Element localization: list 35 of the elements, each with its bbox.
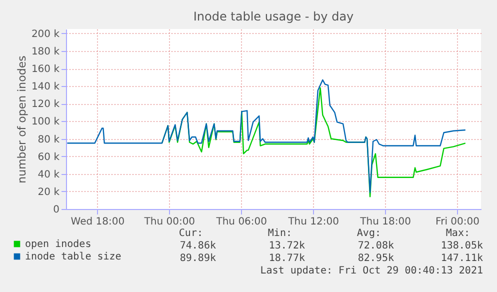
y-tick-label: 140 k	[31, 82, 60, 93]
y-tick-label: 80 k	[38, 134, 60, 146]
chart-title: Inode table usage - by day	[193, 9, 354, 24]
text: 13.72k	[268, 240, 305, 252]
text: 72.08k	[358, 240, 394, 252]
y-tick-label: 20 k	[38, 186, 60, 198]
y-tick-label: 0	[53, 204, 60, 216]
x-tick-label: Thu 06:00	[215, 216, 268, 228]
y-tick-label: 100 k	[31, 116, 60, 128]
text: Avg:	[356, 228, 381, 239]
text: Max:	[446, 228, 470, 239]
y-axis-title: number of open inodes	[15, 55, 28, 184]
y-tick-label: 160 k	[31, 64, 60, 76]
y-tick-label: 40 k	[38, 169, 60, 180]
text: 89.89k	[180, 253, 216, 264]
text: Cur:	[178, 228, 203, 239]
legend-label: inode table size	[25, 252, 122, 262]
line-series	[66, 79, 466, 193]
text: 147.11k	[440, 253, 483, 264]
text: 138.05k	[440, 240, 483, 252]
y-tick-label: 200 k	[31, 28, 60, 40]
text: 18.77k	[268, 253, 305, 264]
y-tick-label: 60 k	[38, 152, 60, 163]
text: 82.95k	[358, 253, 394, 264]
x-tick-label: Thu 12:00	[287, 216, 339, 228]
x-tick-label: Thu 00:00	[143, 216, 196, 228]
x-tick-label: Fri 00:00	[436, 216, 480, 228]
text: Min:	[268, 228, 292, 239]
x-tick-label: Wed 18:00	[70, 216, 125, 228]
y-tick-label: 120 k	[31, 99, 60, 110]
x-tick-label: Thu 18:00	[359, 216, 411, 228]
y-tick-label: 180 k	[31, 46, 60, 58]
text: 74.86k	[180, 240, 216, 252]
text: Last update: Fri Oct 29 00:40:13 2021	[260, 266, 483, 276]
legend-label: open inodes	[25, 239, 92, 250]
